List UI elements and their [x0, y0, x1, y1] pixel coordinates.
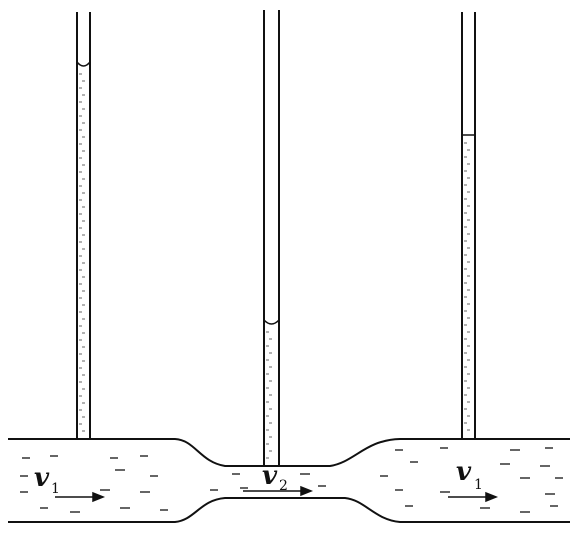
- middle-velocity-label: v: [262, 461, 278, 491]
- left-velocity-subscript: 1: [51, 481, 60, 497]
- water-dashes: [20, 447, 563, 513]
- right-arrow-head: [485, 491, 499, 503]
- left-tube: [76, 12, 91, 439]
- right-velocity-label: v: [456, 457, 472, 487]
- middle-meniscus: [263, 319, 280, 325]
- left-meniscus: [76, 61, 91, 67]
- middle-tube: [263, 10, 280, 466]
- left-velocity-label: v: [34, 463, 50, 493]
- pipe-bottom-wall: [8, 497, 570, 523]
- pipe-top-wall: [8, 438, 570, 467]
- middle-velocity-subscript: 2: [279, 478, 288, 494]
- middle-arrow-head: [300, 485, 314, 497]
- right-velocity-subscript: 1: [474, 477, 483, 493]
- right-tube: [461, 12, 476, 439]
- flow-arrows: [55, 485, 499, 503]
- left-arrow-head: [92, 491, 106, 503]
